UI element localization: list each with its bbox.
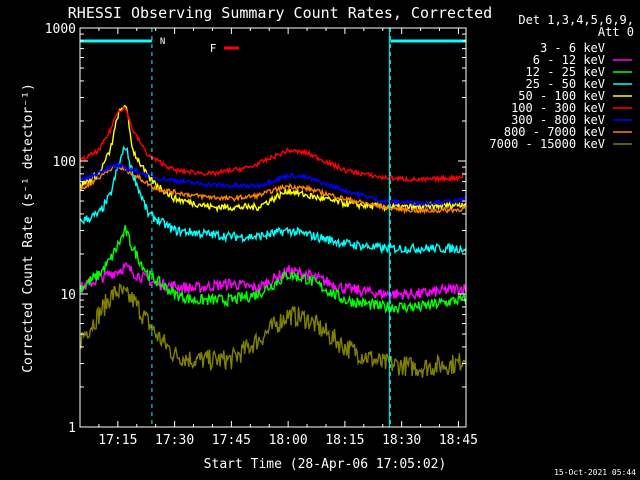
- y-tick-label: 10: [60, 288, 76, 303]
- legend-entry-label: 12 - 25 keV: [526, 65, 605, 79]
- y-tick-label: 100: [53, 155, 76, 170]
- plot-frame: [79, 27, 467, 428]
- legend-entry-label: 6 - 12 keV: [533, 53, 605, 67]
- y-axis-label: Corrected Count Rate (s⁻¹ detector⁻¹): [21, 83, 36, 373]
- legend-entry-label: 7000 - 15000 keV: [489, 137, 605, 151]
- x-axis-label: Start Time (28-Apr-06 17:05:02): [204, 457, 447, 472]
- axis-layer: 17:15 17:30 17:45 18:00 18:15 18:30 18:45 1 10 10…: [45, 22, 478, 448]
- legend-entry-label: 25 - 50 keV: [526, 77, 605, 91]
- footer-timestamp: 15-Oct-2021 05:44: [554, 468, 636, 477]
- flare-flag-label: F: [210, 42, 217, 55]
- legend-entry-label: 800 - 7000 keV: [504, 125, 605, 139]
- series-layer: [79, 104, 467, 430]
- y-tick-label: 1000: [45, 22, 76, 37]
- series-line: [79, 262, 467, 301]
- legend-entry-label: 100 - 300 keV: [511, 101, 605, 115]
- y-tick-label: 1: [68, 421, 76, 436]
- series-line: [79, 145, 467, 255]
- x-tick-label: 18:30: [382, 433, 421, 448]
- x-tick-label: 18:15: [325, 433, 364, 448]
- series-line: [79, 161, 467, 207]
- x-tick-label: 18:45: [439, 433, 478, 448]
- chart-title: RHESSI Observing Summary Count Rates, Co…: [68, 4, 492, 22]
- flag-bar-label: N: [160, 37, 165, 47]
- legend-header: Att 0: [598, 25, 634, 39]
- series-line: [79, 302, 467, 430]
- legend-entry-label: 3 - 6 keV: [540, 41, 605, 55]
- x-tick-label: 18:00: [269, 433, 308, 448]
- series-line: [79, 224, 467, 315]
- x-tick-label: 17:15: [98, 433, 137, 448]
- x-tick-label: 17:45: [212, 433, 251, 448]
- series-line: [79, 164, 467, 215]
- x-tick-label: 17:30: [155, 433, 194, 448]
- legend-entry-label: 50 - 100 keV: [518, 89, 605, 103]
- series-line: [79, 106, 467, 184]
- legend-header: Det 1,3,4,5,6,9,: [518, 13, 634, 27]
- series-line: [79, 104, 467, 214]
- legend-entry-label: 300 - 800 keV: [511, 113, 605, 127]
- series-line: [79, 283, 467, 378]
